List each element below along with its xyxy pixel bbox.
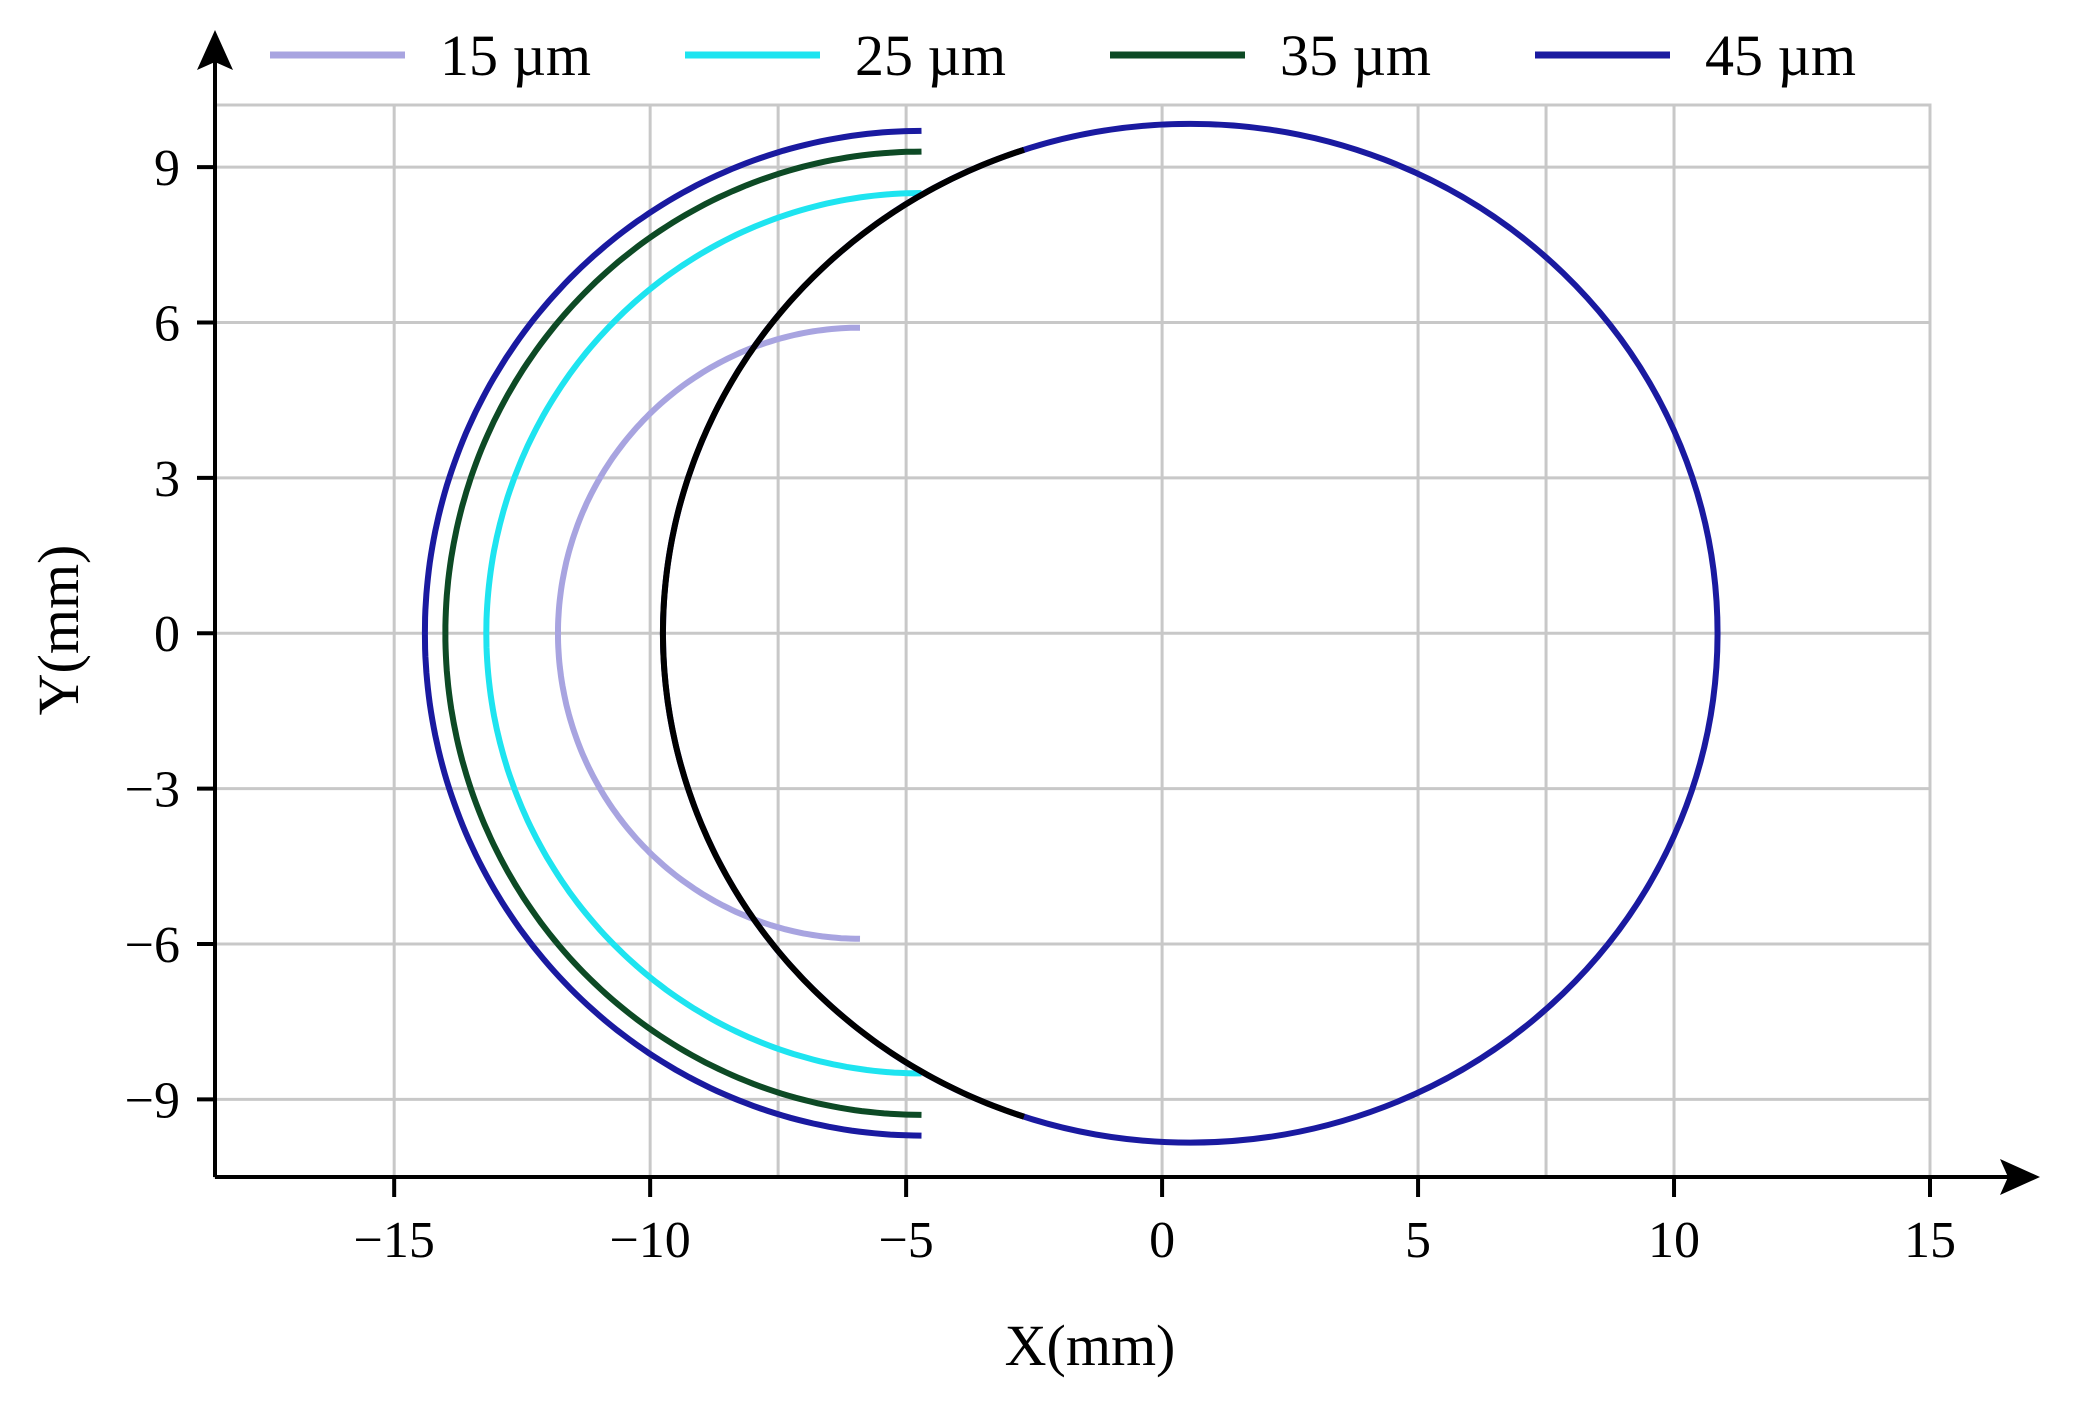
y-tick-label: 9 [154, 140, 180, 197]
legend-label: 25 µm [855, 23, 1006, 88]
grid [213, 103, 1932, 1179]
y-tick-label: −6 [125, 917, 180, 974]
y-tick-label: 0 [154, 606, 180, 663]
y-tick-label: 6 [154, 296, 180, 353]
series-line-25m [483, 190, 922, 1077]
legend: 15 µm 25 µm 35 µm 45 µm [270, 23, 1856, 88]
x-axis-title: X(mm) [1005, 1313, 1176, 1378]
x-tick-label: 15 [1904, 1212, 1956, 1269]
legend-label: 15 µm [440, 23, 591, 88]
y-tick-label: 3 [154, 451, 180, 508]
legend-label: 35 µm [1280, 23, 1431, 88]
x-axis-arrow [2000, 1159, 2040, 1195]
x-tick-label: 0 [1149, 1212, 1175, 1269]
reference-circle-left-arc [659, 146, 1025, 1120]
series-line-15m [555, 324, 861, 942]
tick-labels: −15 −10 −5 0 5 10 15 −9 −6 −3 0 3 6 9 [125, 140, 1956, 1269]
axes [197, 30, 2040, 1197]
y-axis-title: Y(mm) [26, 545, 91, 716]
y-axis-arrow [197, 30, 233, 70]
legend-label: 45 µm [1705, 23, 1856, 88]
x-tick-label: 5 [1405, 1212, 1431, 1269]
y-tick-label: −3 [125, 762, 180, 819]
x-tick-label: 10 [1648, 1212, 1700, 1269]
x-tick-label: −10 [609, 1212, 690, 1269]
x-tick-label: −5 [878, 1212, 933, 1269]
series-layer [421, 120, 1721, 1146]
series-line-45m [421, 127, 922, 1139]
series-line-35m [442, 148, 922, 1118]
x-tick-label: −15 [354, 1212, 435, 1269]
y-tick-label: −9 [125, 1072, 180, 1129]
